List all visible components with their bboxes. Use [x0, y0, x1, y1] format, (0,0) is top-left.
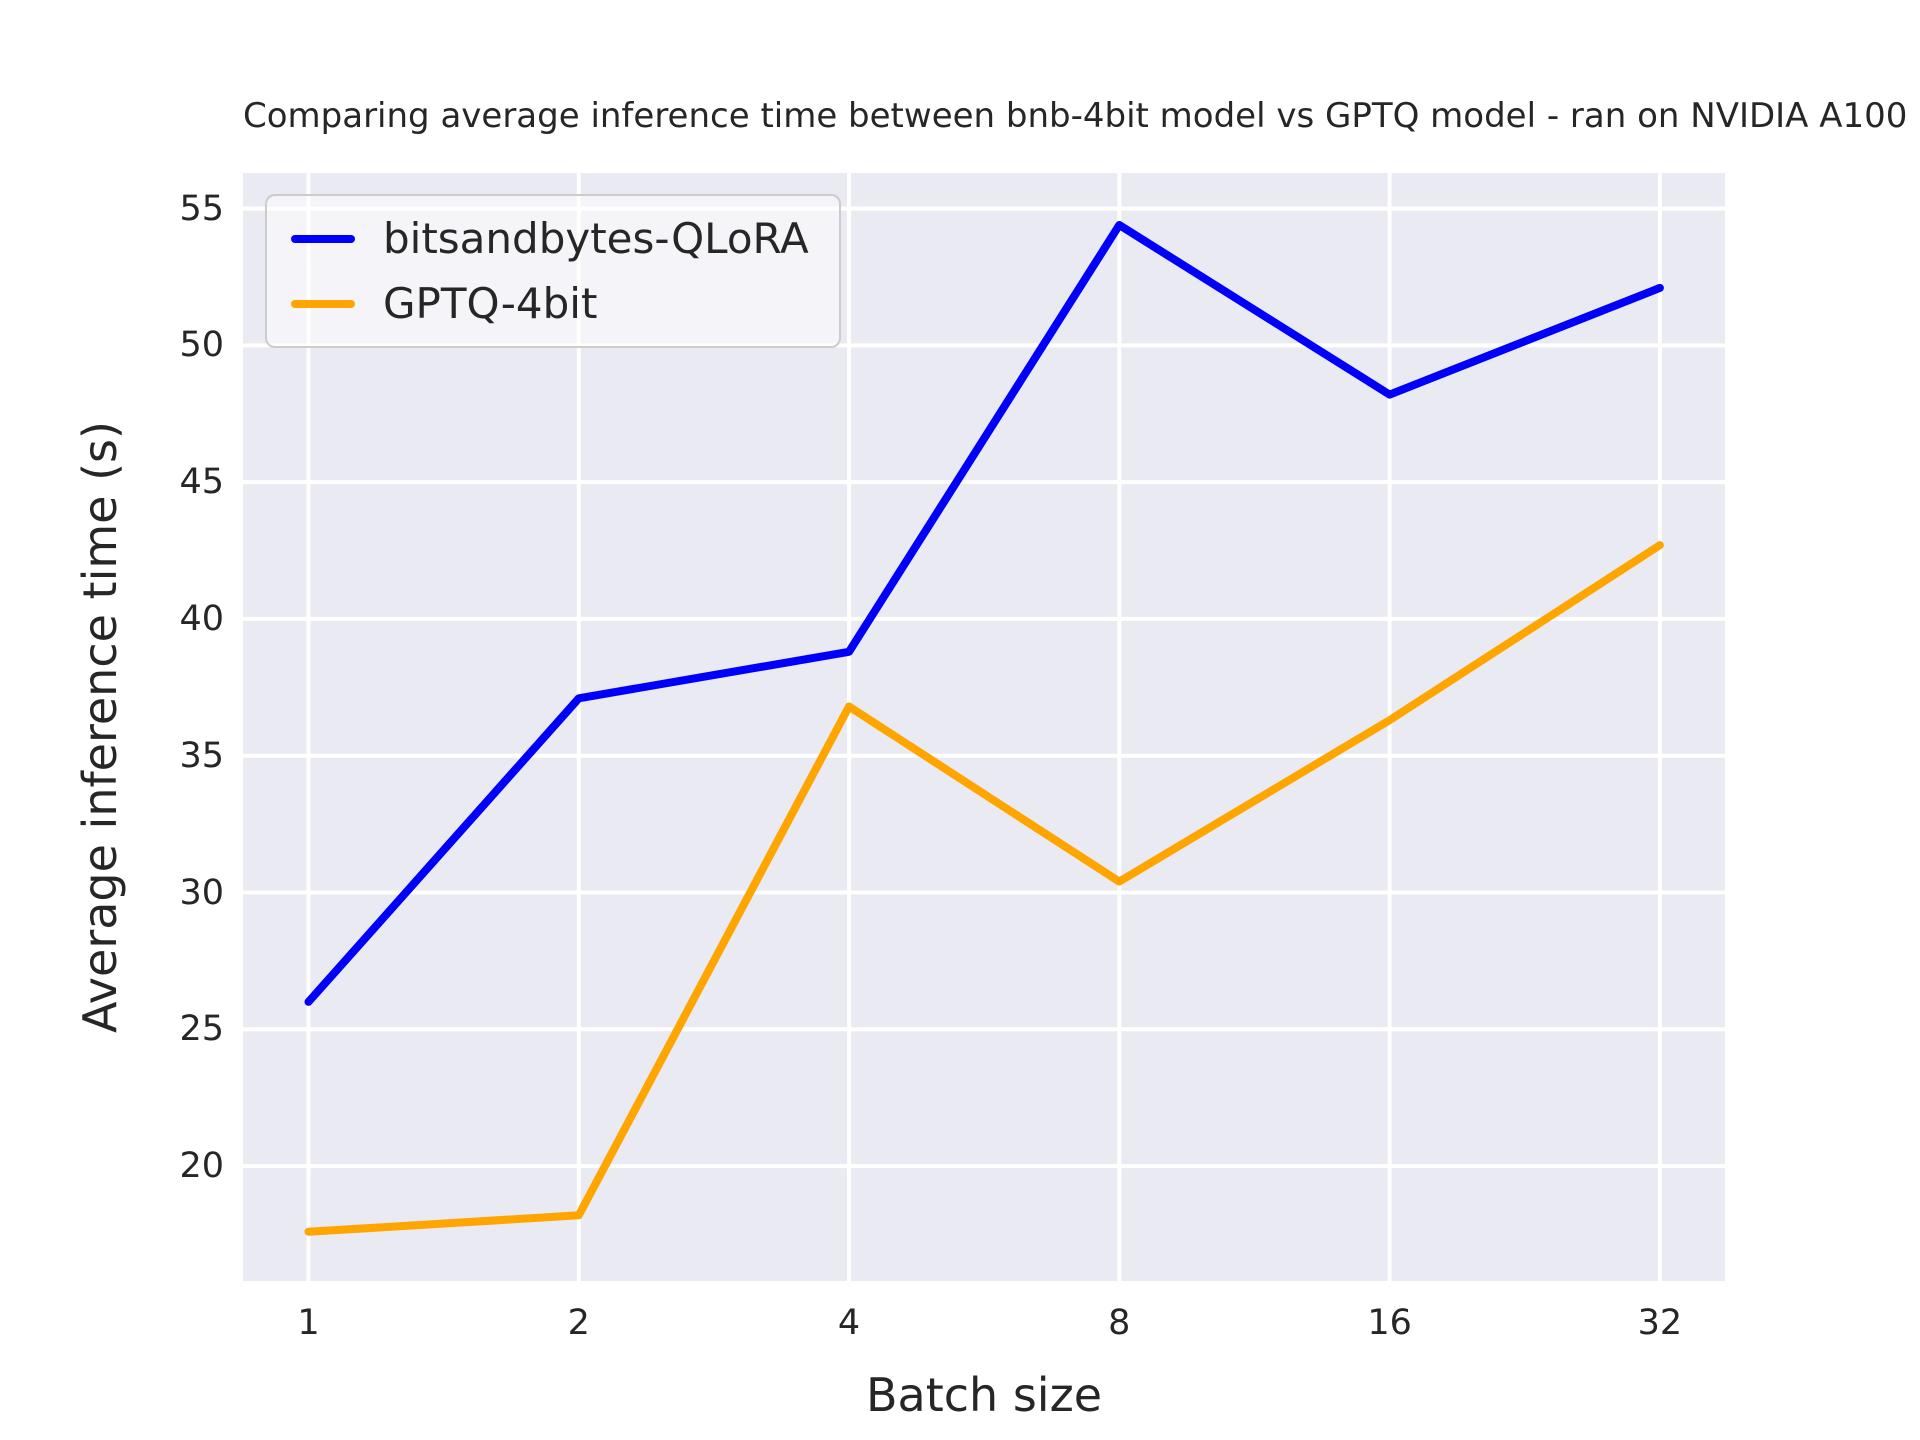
- y-tick-label: 30: [179, 872, 224, 913]
- legend-line-swatch-bitsandbytes: [291, 234, 355, 243]
- legend: bitsandbytes-QLoRA GPTQ-4bit: [265, 194, 841, 348]
- y-tick-label: 35: [179, 735, 224, 776]
- legend-item-gptq: GPTQ-4bit: [291, 279, 809, 328]
- x-tick-label: 8: [1108, 1303, 1131, 1343]
- x-tick-label: 2: [567, 1303, 590, 1343]
- y-axis-label: Average inference time (s): [73, 421, 127, 1033]
- y-tick-label: 25: [179, 1009, 224, 1050]
- x-axis-label: Batch size: [865, 1368, 1103, 1422]
- x-tick-label: 1: [297, 1303, 320, 1343]
- x-tick-label: 4: [837, 1303, 861, 1343]
- chart-title: Comparing average inference time between…: [243, 96, 1908, 136]
- legend-label-bitsandbytes: bitsandbytes-QLoRA: [383, 214, 809, 263]
- y-tick-label: 40: [179, 598, 224, 639]
- y-tick-label: 50: [179, 325, 224, 366]
- data-line-bitsandbytes-qlora: [304, 221, 1664, 1006]
- y-tick-label: 20: [179, 1146, 224, 1187]
- y-tick-label: 55: [179, 188, 224, 229]
- x-tick-label: 32: [1637, 1303, 1683, 1343]
- legend-line-swatch-gptq: [291, 299, 355, 308]
- legend-item-bitsandbytes: bitsandbytes-QLoRA: [291, 214, 809, 263]
- data-line-gptq-4bit: [304, 541, 1664, 1236]
- y-tick-label: 45: [179, 462, 224, 503]
- x-tick-label: 16: [1367, 1303, 1412, 1343]
- legend-label-gptq: GPTQ-4bit: [383, 279, 598, 328]
